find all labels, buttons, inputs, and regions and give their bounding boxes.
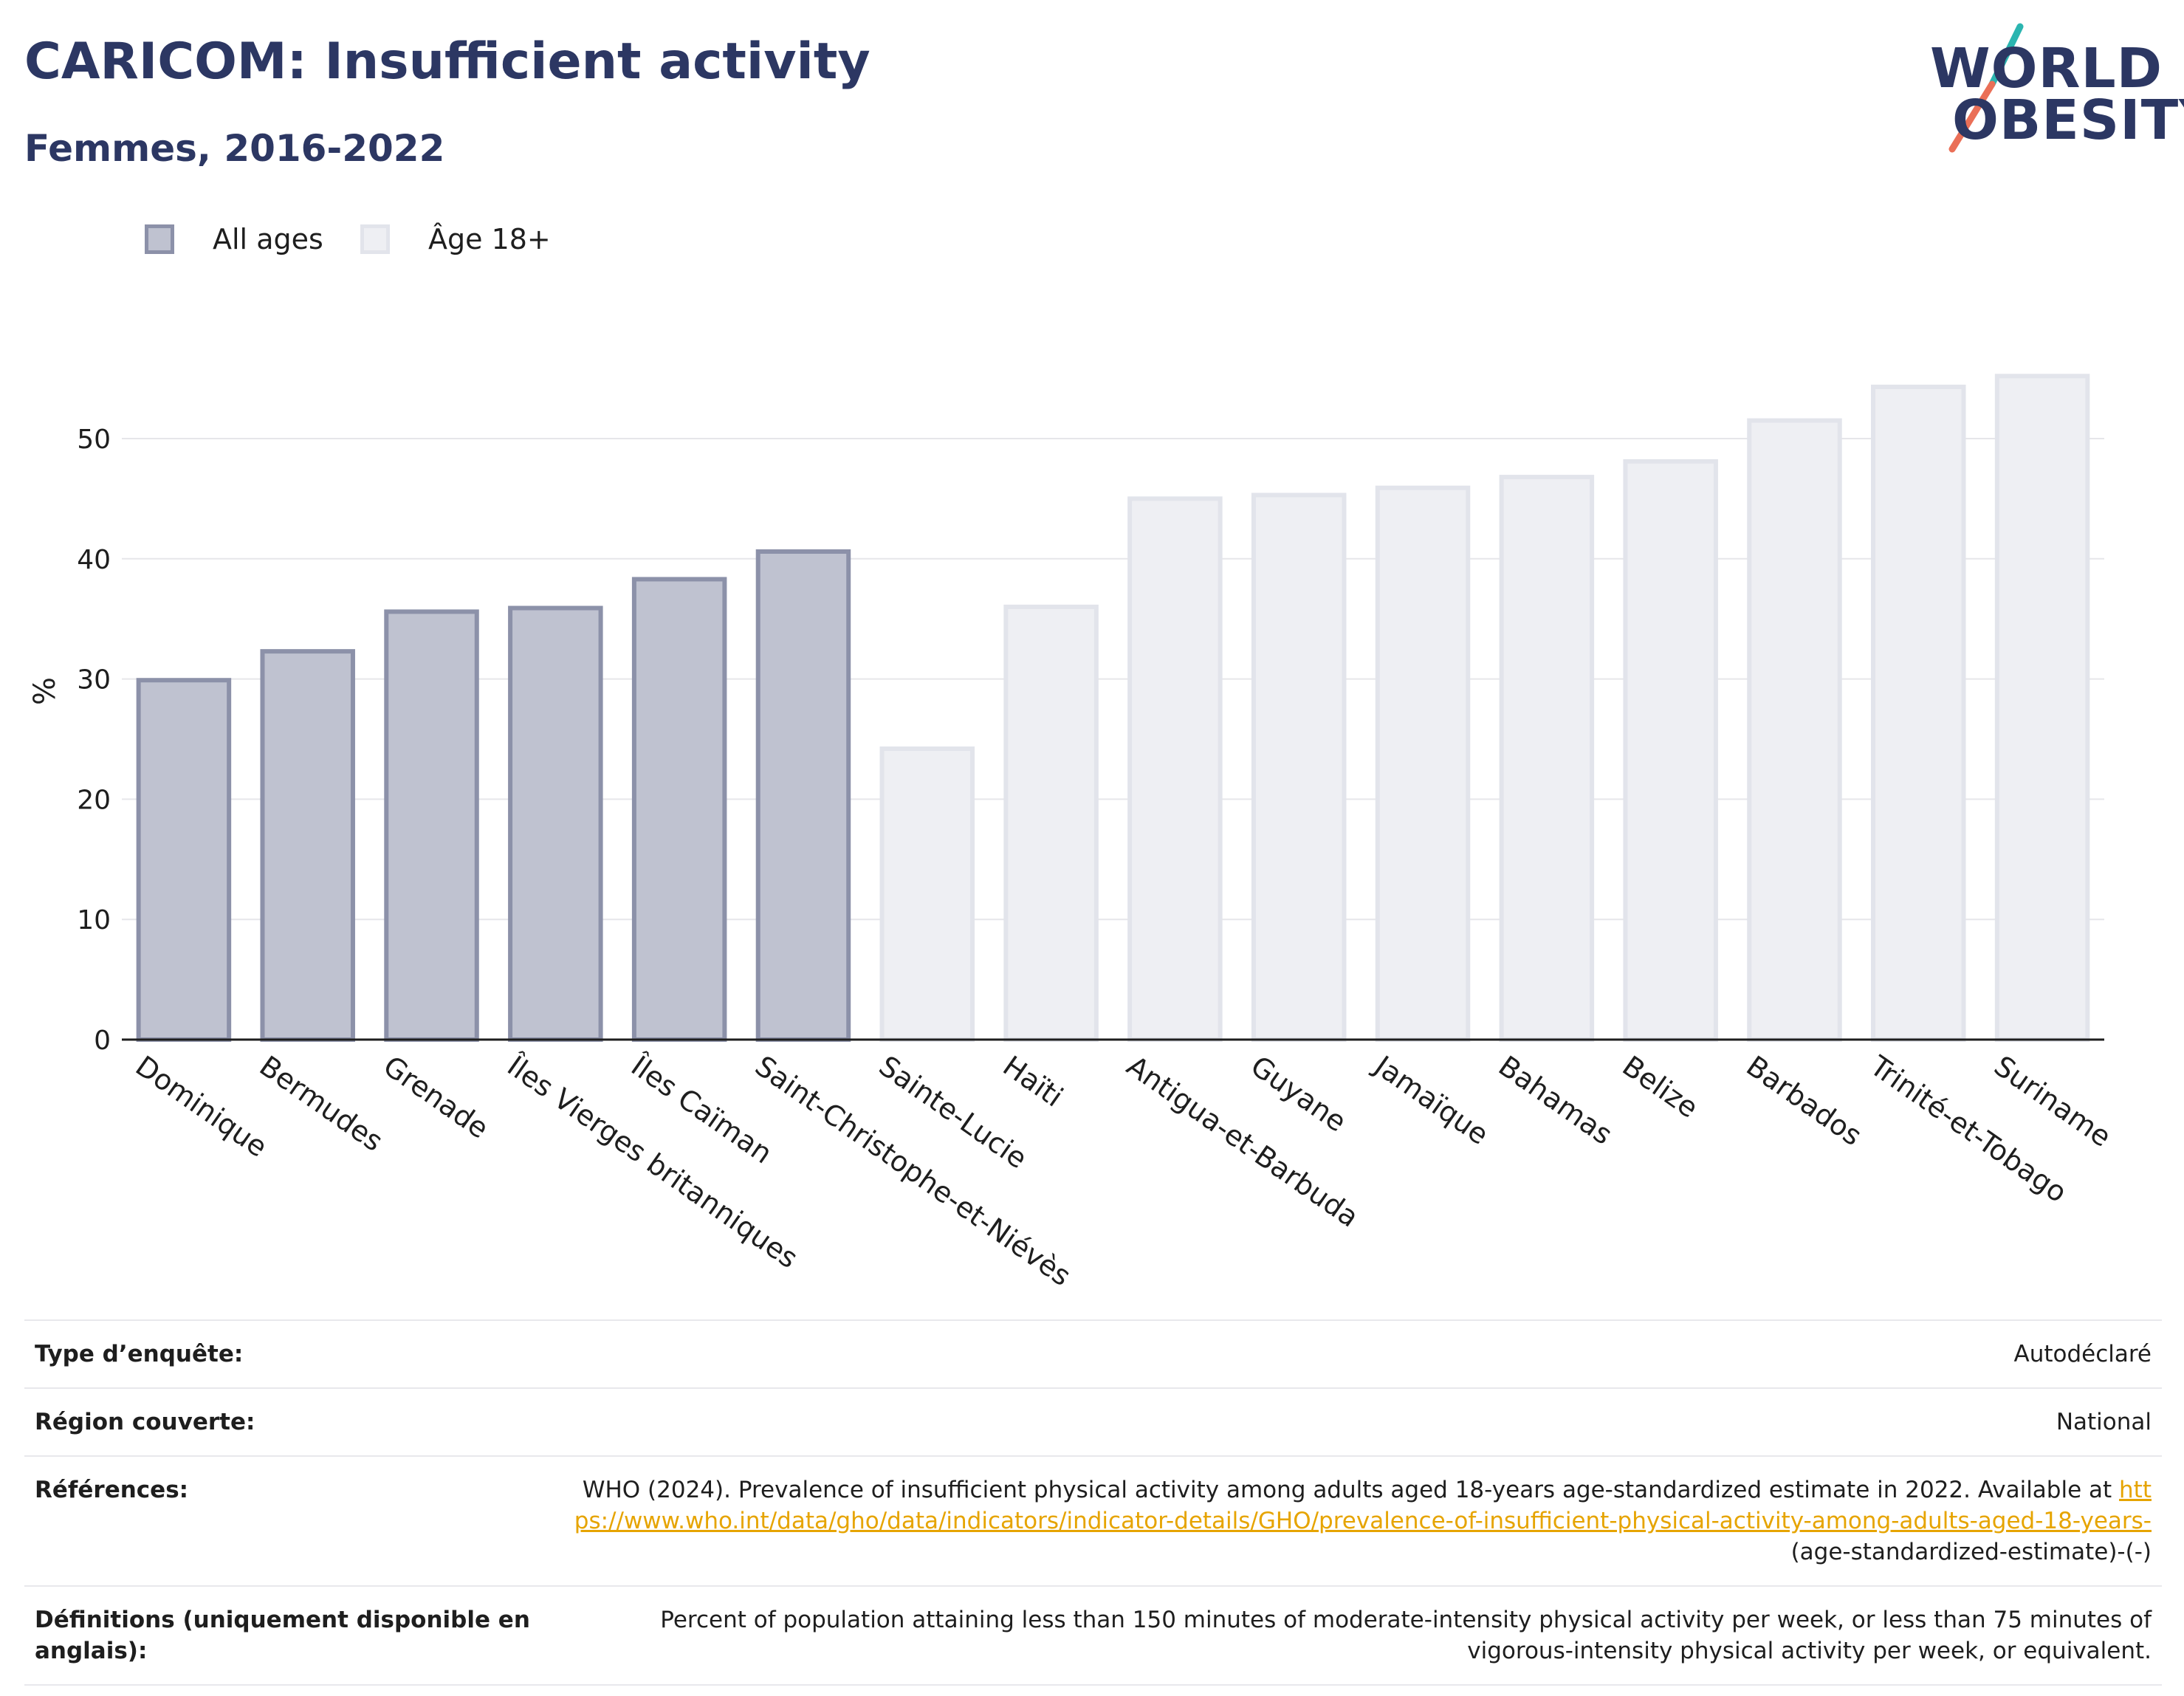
bar-5[interactable] [631, 577, 727, 1042]
reference-link[interactable]: https://www.who.int/data/gho/data/indica… [574, 1477, 2152, 1534]
x-tick-label: Jamaïque [1367, 1048, 1494, 1151]
x-tick-label: Guyane [1245, 1049, 1352, 1138]
info-key-references: Références: [24, 1455, 562, 1587]
bar-8[interactable] [1003, 604, 1099, 1042]
logo-line1: WORLD [1930, 37, 2163, 100]
metadata-table: Type d’enquête: Autodéclaré Région couve… [24, 1319, 2162, 1686]
bar-6[interactable] [755, 549, 851, 1042]
bar-7[interactable] [879, 746, 975, 1042]
y-tick-label: 30 [77, 665, 111, 696]
info-row-region: Région couverte: National [24, 1387, 2162, 1457]
bar-13[interactable] [1623, 459, 1718, 1042]
reference-suffix: (age-standardized-estimate)-(-) [1790, 1539, 2152, 1565]
info-row-survey-type: Type d’enquête: Autodéclaré [24, 1319, 2162, 1389]
y-tick-label: 50 [77, 425, 111, 455]
legend-label-age-18: Âge 18+ [428, 223, 551, 255]
bar-12[interactable] [1499, 475, 1595, 1042]
x-tick-label: Barbados [1740, 1049, 1867, 1152]
x-tick-label: Bermudes [254, 1049, 389, 1158]
bar-2[interactable] [260, 649, 355, 1042]
x-tick-label: Antigua-et-Barbuda [1121, 1049, 1364, 1233]
info-row-definitions: Définitions (uniquement disponible en an… [24, 1585, 2162, 1686]
legend-swatch-all-ages [145, 224, 174, 254]
y-axis-title: % [28, 677, 62, 705]
y-tick-label: 0 [94, 1026, 111, 1056]
chart-subtitle: Femmes, 2016-2022 [24, 127, 445, 170]
bar-9[interactable] [1127, 496, 1223, 1042]
world-obesity-logo: WORLD OBESITY [1920, 22, 2184, 162]
bar-15[interactable] [1871, 384, 1966, 1042]
bar-3[interactable] [384, 609, 479, 1042]
logo-slash-icon [1948, 23, 2024, 153]
info-row-references: Références: WHO (2024). Prevalence of in… [24, 1455, 2162, 1587]
logo-line2: OBESITY [1952, 89, 2184, 152]
x-tick-label: Grenade [377, 1049, 494, 1144]
reference-text: WHO (2024). Prevalence of insufficient p… [582, 1477, 2112, 1503]
info-value-survey-type: Autodéclaré [562, 1319, 2162, 1389]
x-tick-label: Dominique [130, 1049, 273, 1163]
info-value-definitions: Percent of population attaining less tha… [562, 1585, 2162, 1686]
y-tick-label: 40 [77, 545, 111, 575]
bar-11[interactable] [1375, 485, 1471, 1042]
info-key-survey-type: Type d’enquête: [24, 1319, 562, 1389]
bar-1[interactable] [136, 678, 232, 1042]
bar-14[interactable] [1747, 418, 1842, 1042]
x-tick-label: Haïti [997, 1049, 1068, 1113]
info-key-definitions: Définitions (uniquement disponible en an… [24, 1585, 562, 1686]
chart-title: CARICOM: Insufficient activity [24, 32, 870, 91]
x-tick-label: Belize [1616, 1049, 1704, 1124]
info-value-region: National [562, 1387, 2162, 1457]
legend-swatch-age-18 [360, 224, 390, 254]
legend-label-all-ages: All ages [213, 223, 323, 255]
y-tick-label: 20 [77, 785, 111, 815]
info-key-region: Région couverte: [24, 1387, 562, 1457]
info-value-references: WHO (2024). Prevalence of insufficient p… [562, 1455, 2162, 1587]
bar-4[interactable] [508, 605, 603, 1042]
bars [136, 374, 2090, 1043]
bar-16[interactable] [1994, 374, 2090, 1043]
bar-10[interactable] [1251, 492, 1347, 1042]
x-tick-label: Bahamas [1493, 1049, 1618, 1150]
y-tick-label: 10 [77, 905, 111, 935]
